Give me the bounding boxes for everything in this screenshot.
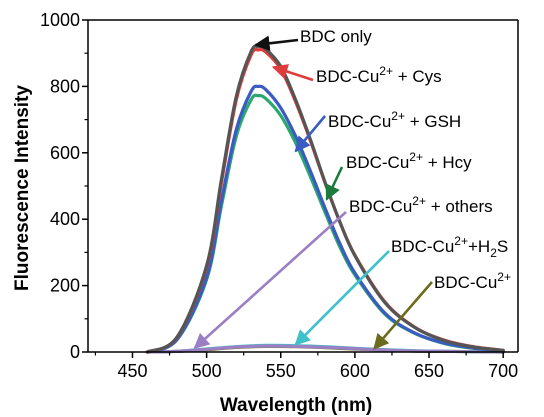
series-line-bdc-cu2-others [145, 344, 505, 354]
annotation-labels: BDC only BDC-Cu2+ + Cys BDC-Cu2+ + GSH BDC-… [300, 27, 511, 292]
x-tick-label: 450 [117, 361, 147, 381]
annotation-label: BDC-Cu2++H2S [391, 234, 508, 260]
y-tick-label: 0 [70, 342, 80, 362]
annotation-label: BDC-Cu2+ [434, 270, 511, 292]
x-tick-label: 500 [192, 361, 222, 381]
x-tick-label: 600 [340, 361, 370, 381]
annotation-label: BDC-Cu2+ + Hcy [346, 150, 472, 172]
annotation-arrow [193, 211, 347, 350]
annotation-arrow [294, 250, 390, 346]
y-tick-label: 200 [50, 276, 80, 296]
x-tick-label: 700 [488, 361, 518, 381]
annotation-arrows [193, 35, 433, 350]
annotation-label: BDC-Cu2+ + Cys [316, 64, 442, 86]
x-axis-title: Wavelength (nm) [220, 395, 372, 416]
annotation-arrow [271, 64, 314, 82]
annotation-label: BDC-Cu2+ + GSH [328, 109, 461, 131]
annotation-label: BDC-Cu2+ + others [349, 194, 493, 216]
y-axis-title: Fluorescence Intensity [12, 85, 33, 291]
series-line-bdc-cu2-gsh [145, 84, 505, 354]
y-tick-label: 600 [50, 143, 80, 163]
x-tick-label: 650 [414, 361, 444, 381]
y-tick-label: 800 [50, 76, 80, 96]
annotation-arrow [294, 115, 326, 153]
series-line-bdc-only [145, 44, 505, 354]
axes: 450 500 550 600 650 700 0 200 400 600 800 1000 [40, 10, 519, 381]
annotation-arrow [325, 166, 344, 201]
annotation-arrow [373, 281, 433, 350]
annotation-arrow [254, 35, 299, 52]
x-tick-label: 550 [266, 361, 296, 381]
y-tick-label: 400 [50, 209, 80, 229]
annotation-label: BDC only [300, 27, 372, 46]
y-tick-label: 1000 [40, 10, 80, 30]
